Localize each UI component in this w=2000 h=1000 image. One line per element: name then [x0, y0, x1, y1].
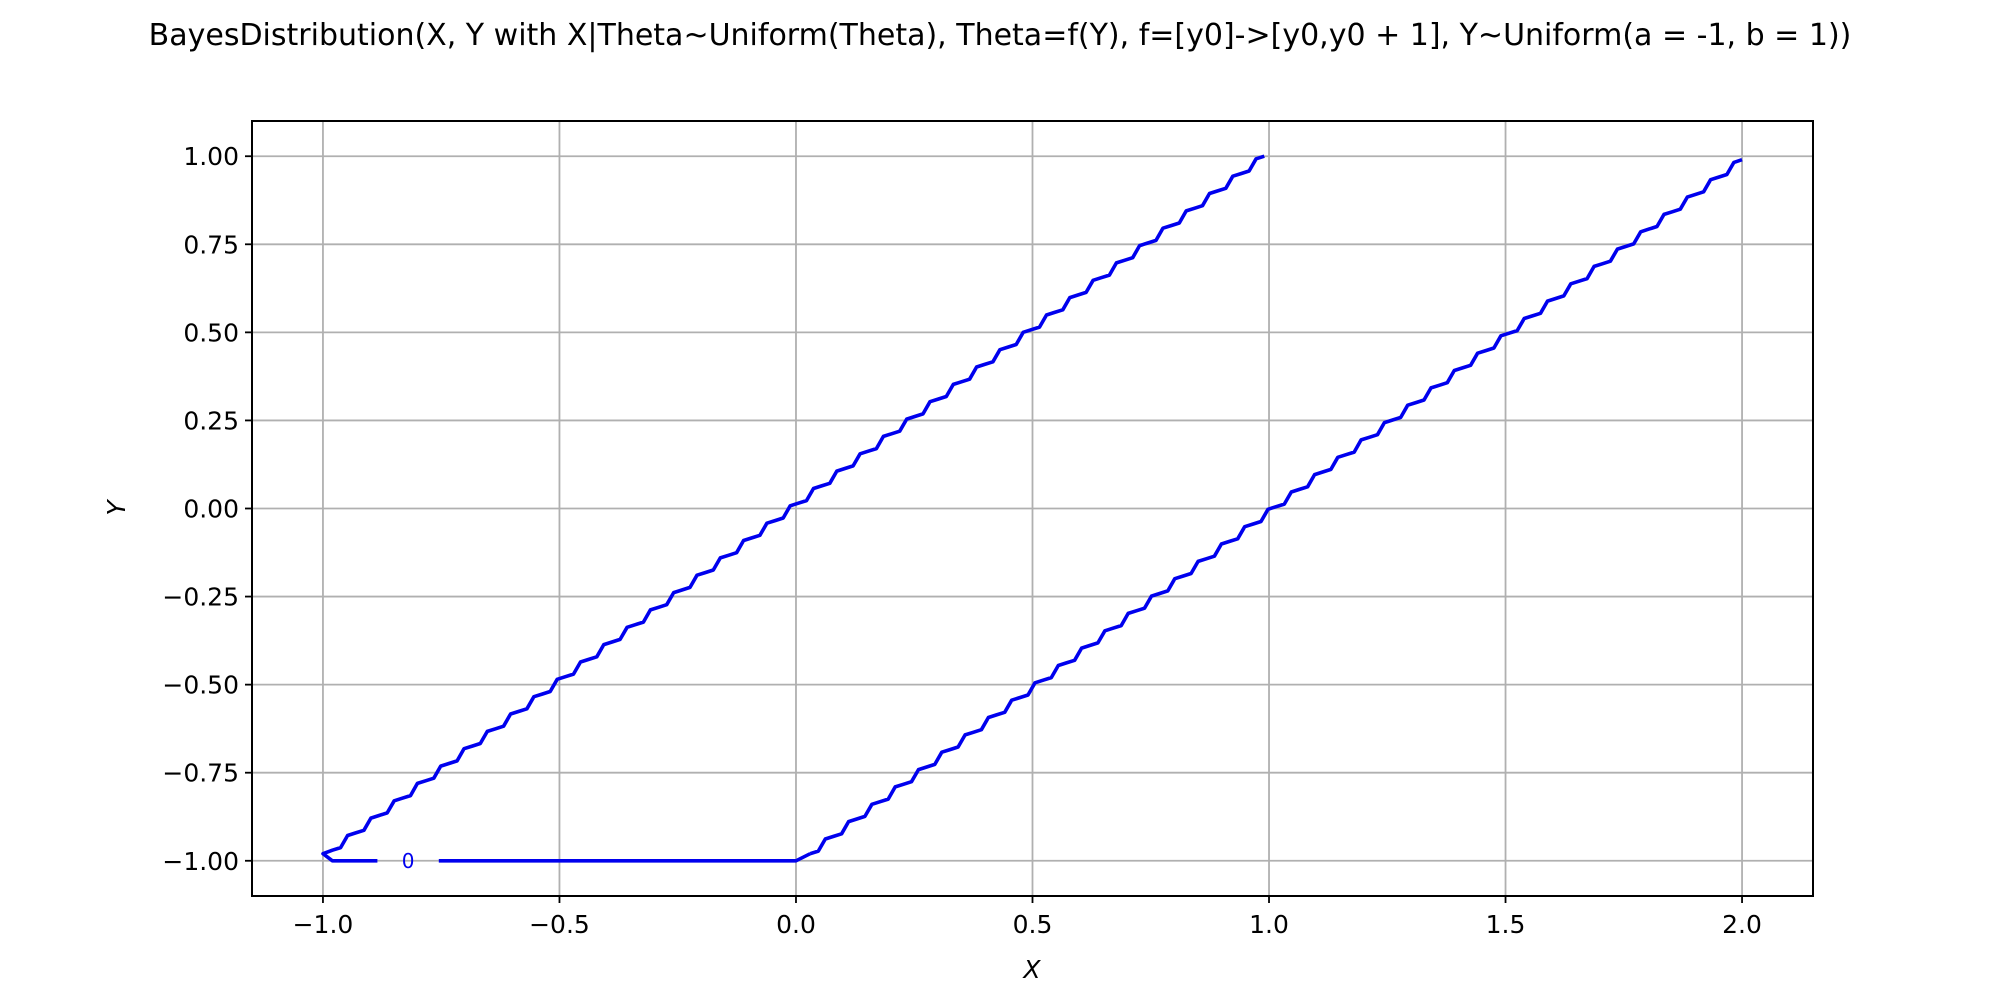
x-axis-label: X	[1021, 955, 1041, 984]
y-tick-label: 0.00	[183, 495, 239, 524]
contour-line	[809, 157, 1743, 856]
contour-line	[321, 154, 1265, 863]
x-axis-ticks: −1.0 −0.5 0.0 0.5 1.0 1.5 2.0	[293, 896, 1762, 939]
y-tick-label: −0.75	[162, 759, 239, 788]
x-tick-label: −0.5	[529, 910, 590, 939]
x-tick-label: 2.0	[1722, 910, 1762, 939]
x-tick-label: 0.0	[776, 910, 816, 939]
y-tick-label: −1.00	[162, 847, 239, 876]
y-tick-label: −0.25	[162, 583, 239, 612]
x-tick-label: 0.5	[1013, 910, 1053, 939]
y-tick-label: 0.50	[183, 318, 239, 347]
y-tick-label: 1.00	[183, 142, 239, 171]
contour-labels: 0	[402, 849, 415, 873]
y-tick-label: 0.25	[183, 406, 239, 435]
y-axis-label: Y	[102, 499, 131, 516]
contour-level-label: 0	[402, 849, 415, 873]
x-tick-label: −1.0	[293, 910, 354, 939]
contour-lines	[321, 154, 1743, 863]
x-tick-label: 1.0	[1249, 910, 1289, 939]
x-tick-label: 1.5	[1486, 910, 1526, 939]
chart-title: BayesDistribution(X, Y with X|Theta~Unif…	[149, 18, 1852, 53]
y-axis-ticks: 1.00 0.75 0.50 0.25 0.00 −0.25 −0.50 −0.75 −1.00	[162, 142, 252, 876]
y-tick-label: 0.75	[183, 230, 239, 259]
grid	[252, 121, 1813, 896]
y-tick-label: −0.50	[162, 671, 239, 700]
